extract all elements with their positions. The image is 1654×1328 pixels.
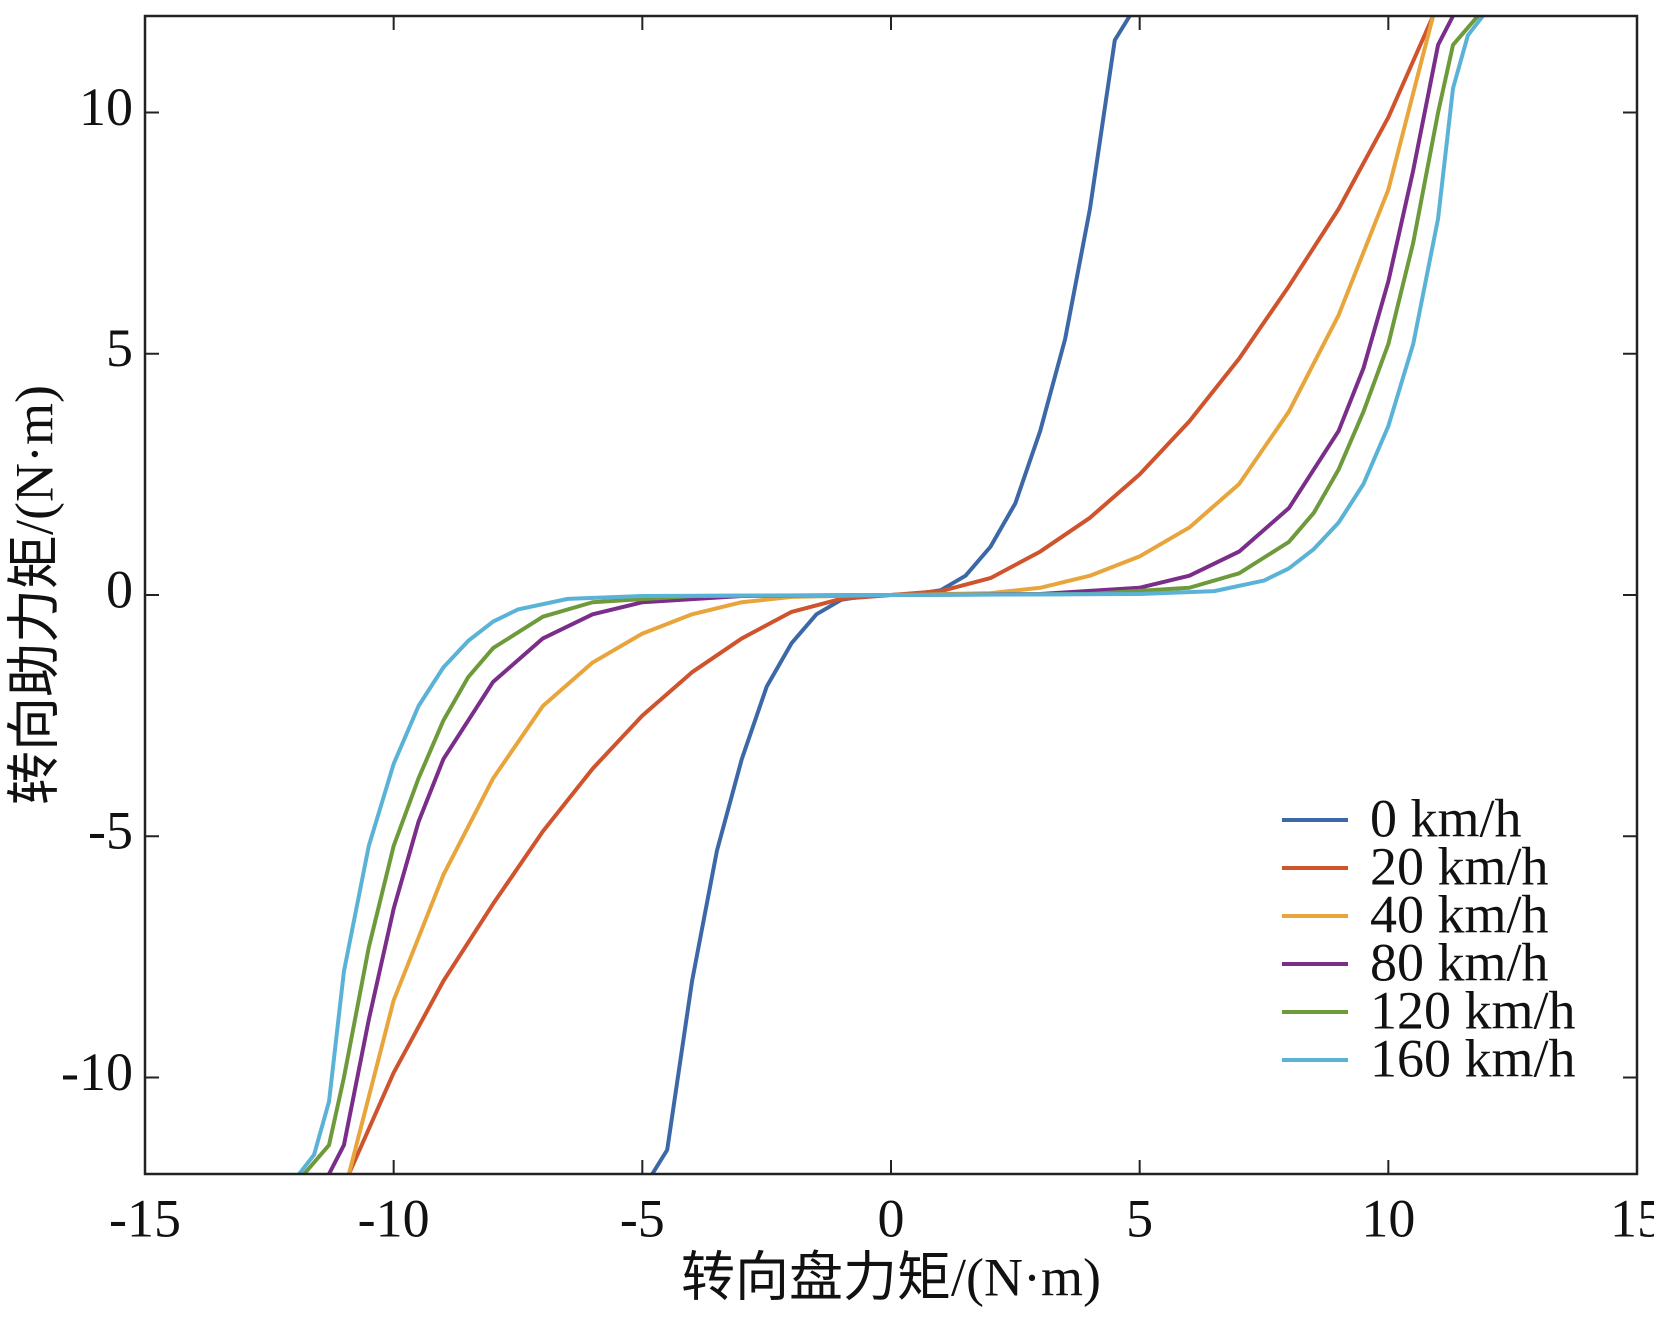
x-tick-label: 15 [1610, 1188, 1654, 1248]
y-tick-label: 0 [106, 559, 133, 619]
plot-frame [143, 14, 1639, 1176]
series-line [297, 14, 1485, 1176]
x-tick-label: -5 [620, 1188, 665, 1248]
x-tick-label: 0 [878, 1188, 905, 1248]
x-tick-label: 10 [1361, 1188, 1415, 1248]
legend-label: 160 km/h [1370, 1028, 1576, 1088]
y-axis-label: 转向助力矩/(N·m) [4, 385, 64, 805]
legend-label: 40 km/h [1370, 884, 1549, 944]
legend-label: 80 km/h [1370, 932, 1549, 992]
legend-label: 0 km/h [1370, 788, 1522, 848]
legend-label: 20 km/h [1370, 836, 1549, 896]
y-tick-label: 10 [79, 77, 133, 137]
legend-label: 120 km/h [1370, 980, 1576, 1040]
y-tick-label: -5 [88, 801, 133, 861]
y-tick-label: 5 [106, 318, 133, 378]
y-tick-label: -10 [61, 1042, 133, 1102]
x-tick-label: -15 [109, 1188, 181, 1248]
x-axis-label: 转向盘力矩/(N·m) [681, 1247, 1101, 1307]
x-tick-label: -10 [358, 1188, 430, 1248]
x-tick-label: 5 [1126, 1188, 1153, 1248]
